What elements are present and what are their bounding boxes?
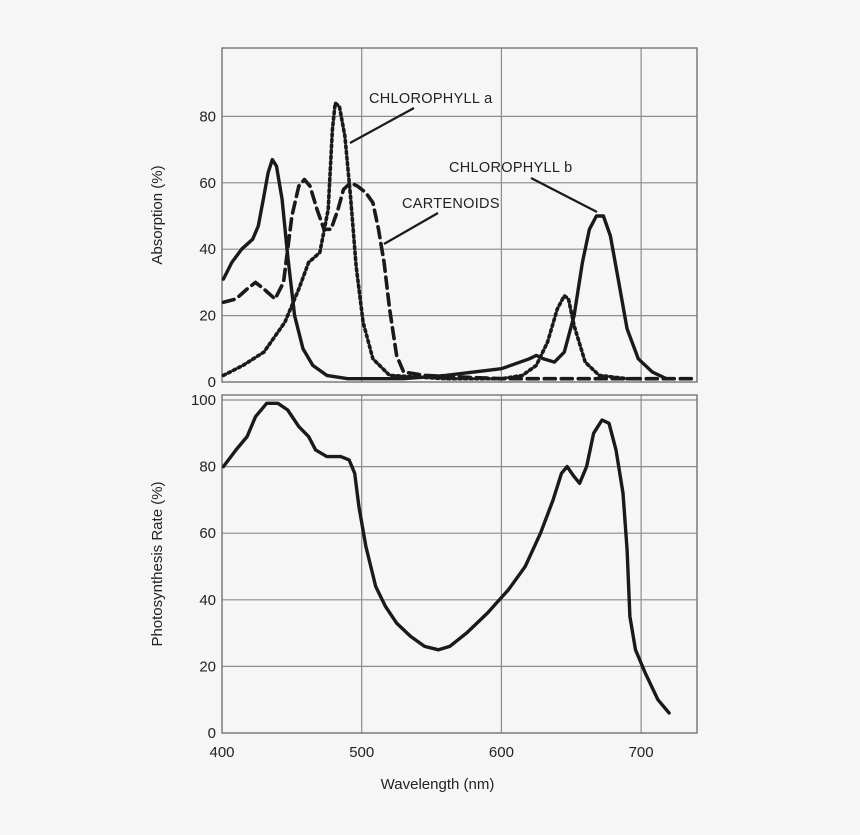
series-line-chlorophyll-b: [221, 157, 668, 381]
plot-frame: [221, 394, 698, 734]
y-tick-label: 40: [199, 592, 216, 609]
y-tick-label: 60: [199, 175, 216, 192]
y-tick-label: 100: [191, 392, 216, 409]
annotation-label: CHLOROPHYLL a: [369, 91, 493, 107]
y-tick-label: 20: [199, 308, 216, 325]
y-tick-label: 20: [199, 658, 216, 675]
annotation-label: CHLOROPHYLL b: [449, 160, 572, 176]
plot-frame: [221, 47, 698, 383]
series-line-cartenoids: [221, 177, 699, 381]
y-tick-label: 80: [199, 459, 216, 476]
y-axis-title: Absorption (%): [149, 165, 166, 264]
panel-2: 0 20 40 60 80 100 400 500 600 700 Photosynthesis R…: [149, 392, 698, 793]
x-axis-title: Wavelength (nm): [381, 776, 495, 793]
y-axis-title: Photosynthesis Rate (%): [149, 481, 166, 646]
annotation-label: CARTENOIDS: [402, 196, 500, 212]
x-tick-label: 500: [349, 744, 374, 761]
annotation-leader-chlorophyll-a: [349, 107, 415, 144]
series-line-photosynthesis-rate: [221, 401, 671, 715]
y-tick-label: 40: [199, 241, 216, 258]
series-line-chlorophyll-a: [221, 101, 629, 381]
y-tick-label: 80: [199, 108, 216, 125]
x-tick-label: 700: [629, 744, 654, 761]
panel-1: 0 20 40 60 80 Absorption (%) CHLOROPHYLL a CART…: [149, 47, 699, 391]
annotation-leader-cartenoids: [383, 212, 439, 245]
y-tick-label: 0: [208, 725, 216, 742]
x-tick-label: 400: [209, 744, 234, 761]
annotation-leader-chlorophyll-b: [530, 177, 598, 213]
y-tick-label: 60: [199, 525, 216, 542]
x-tick-label: 600: [489, 744, 514, 761]
y-tick-label: 0: [208, 374, 216, 391]
annotations: CHLOROPHYLL a CARTENOIDS CHLOROPHYLL b: [349, 91, 598, 245]
